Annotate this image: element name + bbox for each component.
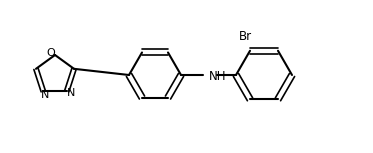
Text: N: N	[66, 88, 75, 98]
Text: Br: Br	[238, 30, 251, 43]
Text: N: N	[41, 90, 50, 100]
Text: O: O	[47, 48, 55, 58]
Text: NH: NH	[209, 69, 226, 82]
